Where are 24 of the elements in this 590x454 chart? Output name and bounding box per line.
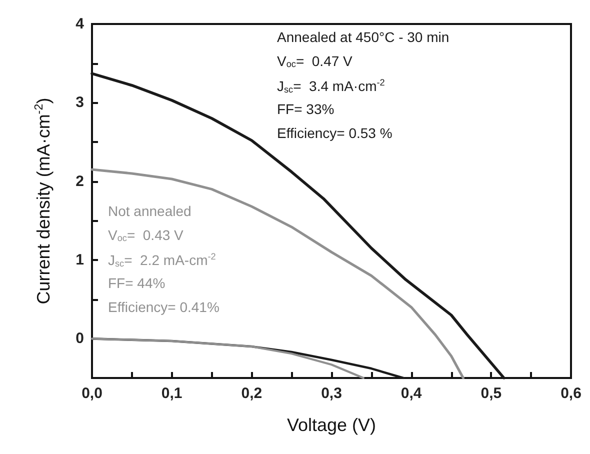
- y-axis-title: Current density (mA·cm-2): [32, 98, 54, 304]
- annotation: FF= 33%: [277, 101, 334, 117]
- x-tick-label: 0,6: [560, 385, 582, 402]
- x-tick-label: 0,1: [161, 385, 182, 402]
- annotation: Voc= 0.43 V: [108, 227, 184, 243]
- line-series: [90, 168, 464, 380]
- annotation: Annealed at 450°C - 30 min: [277, 29, 450, 45]
- x-axis-title: Voltage (V): [286, 415, 376, 435]
- x-tick-label: 0,5: [480, 385, 502, 402]
- x-tick-label: 0,4: [400, 385, 422, 402]
- annotation: Efficiency= 0.41%: [108, 299, 220, 315]
- x-tick-label: 0,3: [321, 385, 342, 402]
- y-tick-label: 0: [76, 330, 84, 348]
- y-tick-label: 2: [76, 172, 84, 190]
- x-tick-label: 0,0: [82, 385, 102, 402]
- annotation: Voc= 0.47 V: [277, 53, 354, 69]
- y-tick-label: 3: [76, 94, 84, 112]
- y-tick-label: 4: [76, 16, 85, 32]
- line-series: [90, 72, 506, 380]
- annotation: Efficiency= 0.53 %: [277, 125, 392, 141]
- x-tick-label: 0,2: [241, 385, 262, 402]
- annotation: Not annealed: [108, 203, 192, 219]
- annotation: FF= 44%: [108, 275, 166, 291]
- y-tick-label: 1: [76, 252, 84, 268]
